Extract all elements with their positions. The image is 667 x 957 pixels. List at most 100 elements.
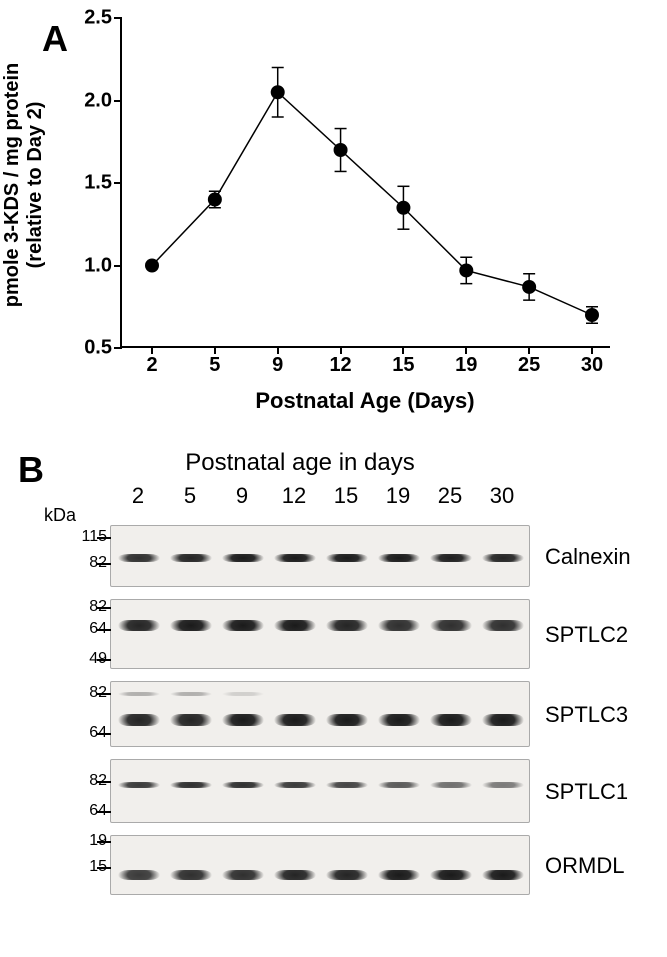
blot-band — [222, 554, 264, 562]
data-point — [585, 308, 599, 322]
y-axis-label-line1: pmole 3-KDS / mg protein — [1, 63, 23, 307]
data-point — [334, 143, 348, 157]
blot-strip — [110, 835, 530, 895]
blot-band — [118, 714, 160, 726]
x-tick — [214, 346, 216, 354]
mw-marker-tick — [97, 867, 111, 869]
panel-a: A pmole 3-KDS / mg protein (relative to … — [0, 0, 667, 430]
blot-band — [118, 620, 160, 631]
blot-band — [482, 714, 524, 726]
blot-band — [430, 620, 472, 631]
blot-row — [110, 681, 530, 747]
blot-band — [430, 554, 472, 562]
blot-band — [170, 870, 212, 880]
y-tick-label: 2.0 — [66, 89, 112, 112]
x-tick — [402, 346, 404, 354]
x-tick-label: 9 — [272, 354, 283, 377]
y-tick-label: 1.5 — [66, 172, 112, 195]
x-tick — [277, 346, 279, 354]
lane-header: 12 — [282, 483, 306, 509]
blot-band — [378, 554, 420, 562]
protein-label: SPTLC2 — [545, 622, 628, 648]
panel-b-title: Postnatal age in days — [185, 449, 415, 477]
mw-marker-tick — [97, 537, 111, 539]
lane-header: 30 — [490, 483, 514, 509]
blot-row — [110, 525, 530, 587]
blot-band — [274, 870, 316, 880]
x-tick — [528, 346, 530, 354]
mw-marker-tick — [97, 841, 111, 843]
x-tick-label: 15 — [392, 354, 414, 377]
blot-band — [170, 620, 212, 631]
data-point — [271, 85, 285, 99]
blot-band — [274, 554, 316, 562]
figure-container: A pmole 3-KDS / mg protein (relative to … — [0, 0, 667, 957]
blot-band-faint — [170, 692, 212, 696]
protein-label: Calnexin — [545, 544, 631, 570]
blot-band — [378, 782, 420, 788]
blot-band — [326, 714, 368, 726]
blot-band — [482, 782, 524, 788]
data-point — [145, 259, 159, 273]
plot-area: 0.51.01.52.02.52591215192530 — [120, 18, 610, 348]
y-axis-label: pmole 3-KDS / mg protein (relative to Da… — [1, 63, 47, 307]
blot-band — [170, 714, 212, 726]
x-tick — [151, 346, 153, 354]
protein-label: ORMDL — [545, 853, 624, 879]
x-tick — [340, 346, 342, 354]
data-point — [396, 201, 410, 215]
panel-b: B Postnatal age in days kDa 259121519253… — [0, 445, 667, 945]
x-tick-label: 5 — [209, 354, 220, 377]
blot-row — [110, 759, 530, 823]
blot-strip — [110, 681, 530, 747]
x-tick-label: 2 — [146, 354, 157, 377]
blot-row — [110, 599, 530, 669]
blot-band — [378, 870, 420, 880]
mw-marker-tick — [97, 607, 111, 609]
blot-band — [222, 782, 264, 788]
x-tick-label: 30 — [581, 354, 603, 377]
protein-label: SPTLC3 — [545, 702, 628, 728]
lane-header: 19 — [386, 483, 410, 509]
mw-marker-tick — [97, 629, 111, 631]
kda-header: kDa — [44, 505, 76, 526]
y-axis-label-line2: (relative to Day 2) — [24, 102, 46, 269]
y-tick — [114, 347, 122, 349]
blot-strip — [110, 759, 530, 823]
blot-band — [378, 620, 420, 631]
blot-band — [430, 870, 472, 880]
blot-strip — [110, 599, 530, 669]
data-point — [522, 280, 536, 294]
blot-band — [326, 782, 368, 788]
x-axis-label: Postnatal Age (Days) — [255, 388, 474, 414]
y-tick — [114, 265, 122, 267]
y-tick-label: 2.5 — [66, 7, 112, 30]
mw-marker-tick — [97, 659, 111, 661]
blot-band — [222, 714, 264, 726]
blot-band — [170, 782, 212, 788]
x-tick — [591, 346, 593, 354]
y-tick-label: 0.5 — [66, 337, 112, 360]
blot-band — [274, 620, 316, 631]
lane-header: 2 — [132, 483, 144, 509]
lane-header: 9 — [236, 483, 248, 509]
blot-band — [118, 782, 160, 788]
lane-header: 25 — [438, 483, 462, 509]
blot-band-faint — [222, 692, 264, 696]
blot-band — [118, 870, 160, 880]
blot-row — [110, 835, 530, 895]
chart-svg — [122, 18, 612, 348]
y-tick — [114, 182, 122, 184]
blot-band-faint — [118, 692, 160, 696]
data-point — [459, 263, 473, 277]
mw-marker-tick — [97, 781, 111, 783]
lane-header: 15 — [334, 483, 358, 509]
x-tick-label: 12 — [329, 354, 351, 377]
data-point — [208, 193, 222, 207]
y-tick — [114, 17, 122, 19]
blot-band — [170, 554, 212, 562]
blot-band — [118, 554, 160, 562]
blot-strip — [110, 525, 530, 587]
blot-band — [326, 870, 368, 880]
mw-marker-tick — [97, 733, 111, 735]
